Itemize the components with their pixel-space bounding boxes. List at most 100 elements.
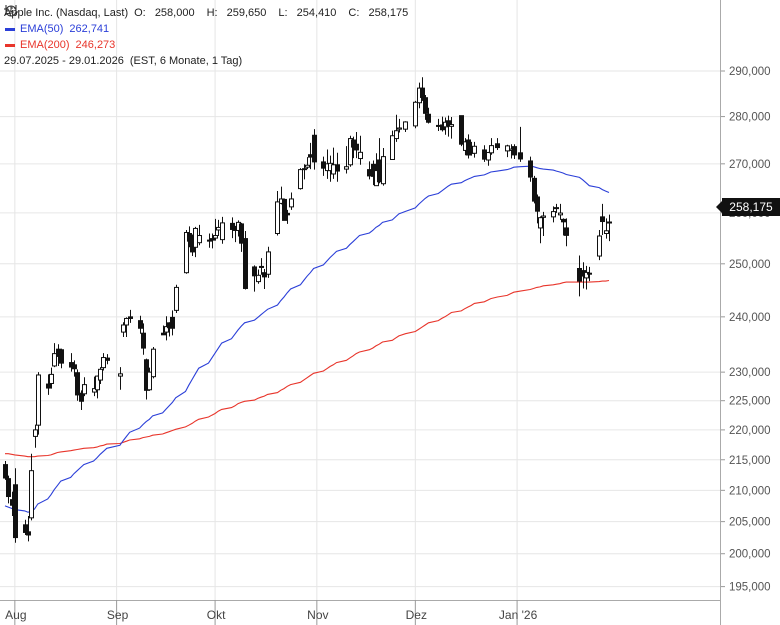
candle [600,203,605,236]
open-value: O: 258,000 [134,5,200,21]
candle-body [105,357,110,361]
y-tick-label: 290,000 [729,66,771,78]
y-tick-label: 195,000 [729,582,771,594]
candle-body [298,169,303,190]
candle [151,346,156,379]
candle-body [505,145,510,152]
candle-body [128,316,133,319]
candle [584,265,589,290]
candle-body [282,198,287,221]
candle-body [482,149,487,160]
candle [13,468,18,543]
candle-body [472,145,477,154]
ema200-swatch [5,43,15,47]
ema200-label: EMA(200) [20,39,70,51]
candle [449,117,454,139]
candle [577,255,582,297]
candle-body [6,478,11,498]
candle-body [600,216,605,223]
candle-body [29,470,34,519]
legend-ema50-row[interactable]: EMA(50) 262,741 [4,21,420,37]
candle-body [551,211,556,218]
candle [312,129,317,170]
candle [420,77,425,101]
close-value: C: 258,175 [348,5,414,21]
candle [26,515,31,542]
y-tick-label: 250,000 [729,259,771,271]
candle-body [101,357,106,369]
candle-body [79,392,84,402]
candle-body [289,198,294,208]
date-range: 29.07.2025 - 29.01.2026 [4,55,124,67]
candle [354,131,359,159]
candle [46,374,51,395]
y-tick-label: 200,000 [729,549,771,561]
grid-lines [0,0,720,600]
candle-body [138,320,143,329]
candle [440,116,445,132]
candle-body [335,164,340,172]
candle [285,209,290,224]
candle-body [413,101,418,127]
candle [351,136,356,159]
candle [210,233,215,249]
price-axis[interactable]: 195,000 200,000 205,000 210,000 215,000 220,0… [720,0,771,625]
candle [541,211,546,237]
low-number: 254,410 [296,7,337,19]
candle [344,146,349,174]
candle [75,369,80,401]
candle-body [193,227,198,248]
candle [82,377,87,397]
candle [161,325,166,336]
candle [128,309,133,323]
candle-body [348,138,353,166]
candle-body [512,146,517,156]
time-axis[interactable]: Aug Sep Okt Nov Dez Jan '26 [0,600,720,625]
candle [259,258,264,275]
candle-body [216,226,221,231]
close-number: 258,175 [368,7,409,19]
candle-body [308,154,313,158]
candle [512,144,517,160]
candle [164,316,169,341]
ema50-line [4,165,610,513]
candle-body [302,168,307,171]
candle [321,156,326,176]
candle-body [561,218,566,223]
candle-body [495,143,500,149]
candle [554,203,559,213]
candle-body [381,156,386,185]
candle [518,126,523,162]
candle [377,138,382,184]
candle-body [285,212,290,216]
candle [184,229,189,274]
candle-body [321,161,326,169]
y-tick-label: 210,000 [729,485,771,497]
candle [147,367,152,391]
candle [216,219,221,237]
candle-body [607,221,612,224]
candle-body [305,164,310,168]
x-tick-label: Sep [107,608,129,622]
candle [561,218,566,236]
open-label: O: [134,7,146,19]
candle-body [275,201,280,235]
high-number: 259,650 [226,7,267,19]
candle-body [36,374,41,426]
candle-body [59,349,64,364]
x-tick-label: Dez [406,608,427,622]
candle [52,343,57,368]
candle [6,475,11,504]
candle [124,317,129,338]
candle [197,224,202,246]
candle [105,354,110,365]
candle [335,152,340,182]
candle-body [587,272,592,275]
candle-body [210,238,215,241]
candle-body [597,235,602,257]
ema50-value: 262,741 [69,23,110,35]
legend-ema200-row[interactable]: EMA(200) 246,273 [4,37,420,53]
candle [289,192,294,210]
